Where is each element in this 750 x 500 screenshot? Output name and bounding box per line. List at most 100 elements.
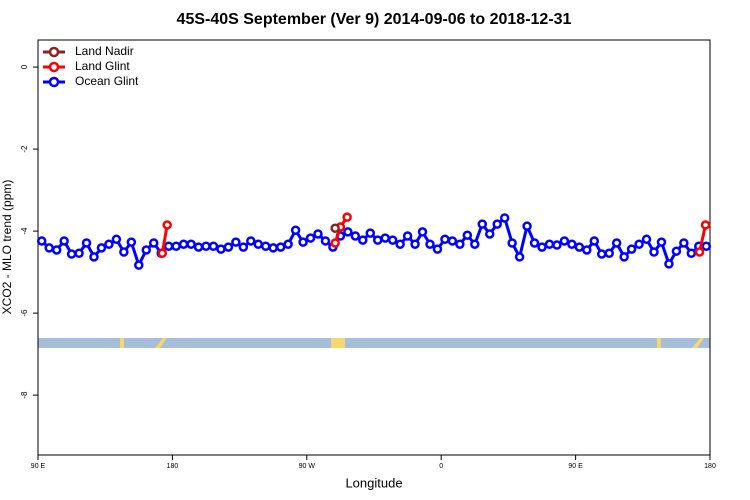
data-point — [544, 239, 555, 249]
x-tick-label: 90 E — [31, 463, 46, 470]
data-point — [66, 249, 77, 259]
data-point — [238, 242, 249, 252]
data-point — [499, 213, 510, 223]
data-point — [686, 248, 697, 258]
data-point — [455, 239, 465, 249]
data-point — [313, 229, 323, 239]
data-point — [432, 244, 443, 254]
data-point — [700, 220, 711, 230]
data-point — [342, 212, 352, 222]
data-point — [343, 227, 353, 237]
data-point — [186, 239, 196, 249]
data-point — [626, 244, 637, 254]
data-point — [275, 242, 286, 252]
data-point — [387, 235, 398, 245]
data-point — [425, 239, 435, 249]
data-point — [649, 247, 659, 257]
data-point — [141, 245, 152, 255]
data-point — [440, 234, 450, 245]
data-point — [604, 248, 614, 258]
data-point — [634, 239, 644, 249]
data-point — [664, 259, 674, 269]
data-point — [529, 238, 540, 248]
data-point — [320, 236, 331, 246]
data-point — [492, 219, 502, 229]
data-point — [656, 237, 667, 247]
data-point — [119, 247, 129, 257]
y-tick-label: -2 — [20, 145, 29, 153]
data-point — [507, 238, 517, 248]
data-point — [268, 243, 278, 253]
data-point — [410, 239, 420, 249]
data-point — [36, 236, 47, 246]
data-point — [701, 241, 712, 252]
legend-label: Ocean Glint — [75, 74, 139, 88]
data-point — [74, 248, 84, 258]
data-point — [402, 231, 413, 241]
data-point — [372, 235, 383, 245]
data-point — [157, 248, 167, 258]
data-point — [163, 241, 174, 252]
data-point — [134, 260, 144, 270]
data-point — [350, 231, 361, 241]
data-point — [290, 225, 301, 236]
data-point — [330, 223, 340, 233]
data-point — [417, 227, 428, 237]
data-point — [365, 228, 376, 238]
x-tick-label: 90 W — [299, 463, 316, 470]
data-point — [484, 229, 495, 239]
y-tick-label: -6 — [20, 309, 29, 317]
data-point — [395, 239, 405, 249]
x-tick-label: 90 E — [568, 463, 583, 470]
data-point — [223, 242, 234, 252]
y-axis-label: XCO2 - MLO trend (ppm) — [0, 180, 14, 315]
data-point — [208, 241, 219, 252]
data-point — [611, 238, 622, 248]
data-point — [178, 239, 189, 249]
land-mask-strip — [38, 338, 710, 348]
data-point — [537, 242, 547, 252]
data-point — [679, 238, 689, 248]
data-point — [216, 244, 226, 254]
data-point — [582, 245, 592, 255]
data-point — [514, 252, 525, 262]
x-tick-label: 180 — [704, 463, 716, 470]
data-point — [567, 239, 577, 249]
data-point — [596, 249, 607, 259]
data-point — [358, 235, 368, 245]
data-point — [671, 246, 682, 256]
data-point — [51, 245, 62, 255]
data-point — [253, 239, 264, 249]
data-point — [574, 242, 585, 252]
data-point — [104, 239, 114, 249]
x-axis-label: Longitude — [345, 475, 402, 490]
data-point — [552, 240, 562, 250]
data-point — [470, 239, 480, 249]
data-point — [148, 238, 159, 248]
data-point — [89, 252, 99, 262]
data-point — [694, 247, 705, 257]
legend-label: Land Glint — [75, 59, 130, 73]
data-point — [522, 221, 532, 231]
y-tick-label: -8 — [20, 391, 29, 399]
data-point — [59, 236, 69, 246]
data-point — [162, 220, 172, 230]
data-point — [201, 241, 211, 252]
data-point — [126, 237, 137, 247]
plot-frame — [37, 39, 711, 456]
x-tick-label: 0 — [439, 463, 443, 470]
data-point — [380, 233, 390, 243]
data-point — [447, 236, 458, 246]
data-point — [559, 236, 570, 246]
data-point — [81, 238, 92, 248]
data-point — [589, 236, 600, 246]
data-point — [619, 252, 629, 262]
x-tick-label: 180 — [167, 463, 179, 470]
data-point — [246, 236, 256, 246]
data-point — [477, 219, 488, 229]
data-point — [641, 234, 652, 245]
legend-marker — [48, 61, 60, 73]
data-point — [305, 233, 316, 243]
